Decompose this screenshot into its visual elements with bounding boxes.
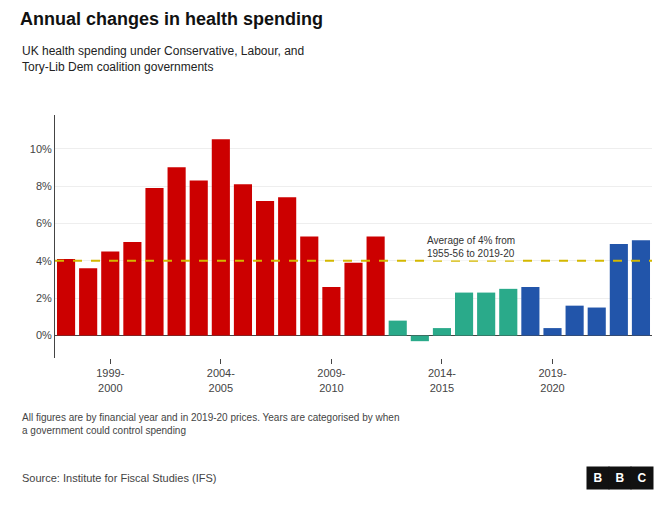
svg-text:0%: 0%	[36, 329, 52, 341]
svg-text:4%: 4%	[36, 255, 52, 267]
svg-text:C: C	[638, 471, 647, 485]
svg-text:All figures are by financial y: All figures are by financial year and in…	[22, 412, 399, 436]
svg-text:Source: Institute for Fiscal S: Source: Institute for Fiscal Studies (IF…	[22, 472, 216, 484]
svg-text:B: B	[594, 471, 603, 485]
svg-text:B: B	[616, 471, 625, 485]
svg-text:2009-2010: 2009-2010	[317, 367, 345, 393]
svg-text:2014-2015: 2014-2015	[428, 367, 456, 393]
svg-text:10%: 10%	[30, 143, 52, 155]
svg-text:6%: 6%	[36, 217, 52, 229]
svg-text:2004-2005: 2004-2005	[207, 367, 235, 393]
svg-text:2019-2020: 2019-2020	[538, 367, 566, 393]
svg-text:8%: 8%	[36, 180, 52, 192]
svg-text:UK health spending under Conse: UK health spending under Conservative, L…	[22, 44, 304, 74]
svg-text:Average of 4% from1955-56 to 2: Average of 4% from1955-56 to 2019-20	[427, 235, 515, 259]
svg-text:1999-2000: 1999-2000	[96, 367, 124, 393]
svg-text:2%: 2%	[36, 292, 52, 304]
svg-text:Annual changes in health spend: Annual changes in health spending	[20, 9, 323, 29]
